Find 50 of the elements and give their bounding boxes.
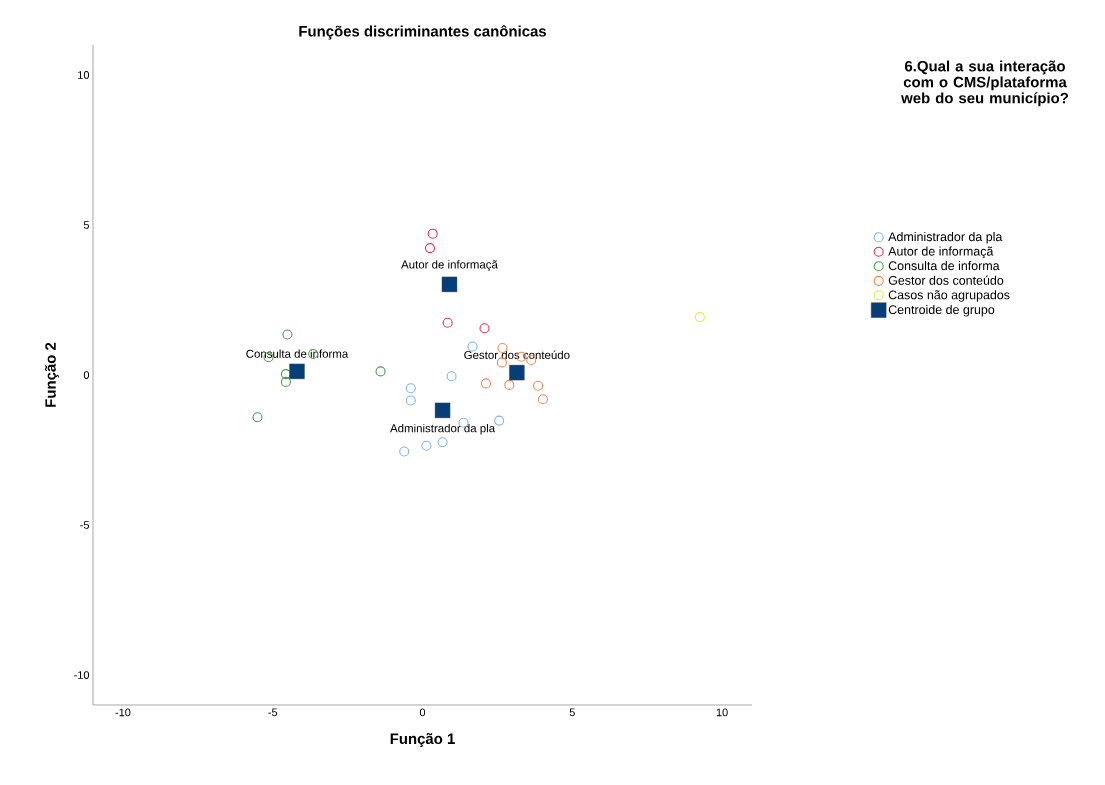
y-tick-label: -5 — [80, 521, 90, 529]
point — [421, 440, 432, 451]
x-tick-label: -10 — [115, 708, 131, 717]
legend-label: Consulta de informa — [888, 260, 1000, 271]
point — [280, 369, 291, 380]
y-tick-label: 10 — [78, 71, 90, 79]
point — [537, 394, 548, 405]
point — [427, 228, 438, 239]
legend-title: 6.Qual a sua interação com o CMS/plataforma web do seu município? — [901, 60, 1069, 107]
point — [252, 412, 263, 423]
annotation: Gestor dos conteúdo — [464, 350, 570, 360]
x-tick-label: -5 — [268, 708, 278, 717]
legend-label: Administrador da pla — [888, 231, 1003, 244]
point — [405, 395, 416, 406]
point — [282, 329, 293, 340]
point — [467, 341, 478, 352]
x-axis-title: Função 1 — [390, 733, 455, 747]
point — [504, 379, 515, 390]
point — [509, 364, 525, 381]
x-tick-label: 0 — [419, 708, 426, 717]
point — [480, 378, 492, 389]
point — [479, 323, 490, 334]
point — [437, 437, 448, 448]
point — [441, 276, 458, 293]
y-tick-label: 0 — [83, 371, 90, 379]
point — [442, 317, 453, 328]
point — [694, 312, 705, 323]
annotation: Administrador da pla — [390, 423, 496, 435]
point — [280, 376, 291, 387]
x-tick-label: 10 — [716, 708, 728, 717]
point — [446, 371, 457, 382]
legend-label: Autor de informaçã — [888, 246, 994, 259]
point — [434, 402, 451, 419]
x-tick-label: 5 — [569, 708, 575, 717]
point — [494, 415, 505, 426]
legend-label: Gestor dos conteúdo — [888, 275, 1004, 285]
annotation: Consulta de informa — [246, 349, 349, 358]
y-axis-title: Função 2 — [44, 342, 59, 407]
y-tick-label: 5 — [83, 221, 90, 229]
point — [289, 363, 305, 380]
point — [399, 446, 410, 457]
annotation: Autor de informaçã — [401, 260, 498, 271]
point — [405, 383, 416, 394]
point — [533, 380, 544, 391]
point — [424, 243, 436, 254]
point — [375, 366, 386, 377]
y-tick-label: -10 — [74, 671, 90, 679]
chart-title: Funções discriminantes canônicas — [299, 25, 547, 40]
legend-label: Centroide de grupo — [888, 304, 995, 317]
legend-label: Casos não agrupados — [888, 290, 1010, 302]
